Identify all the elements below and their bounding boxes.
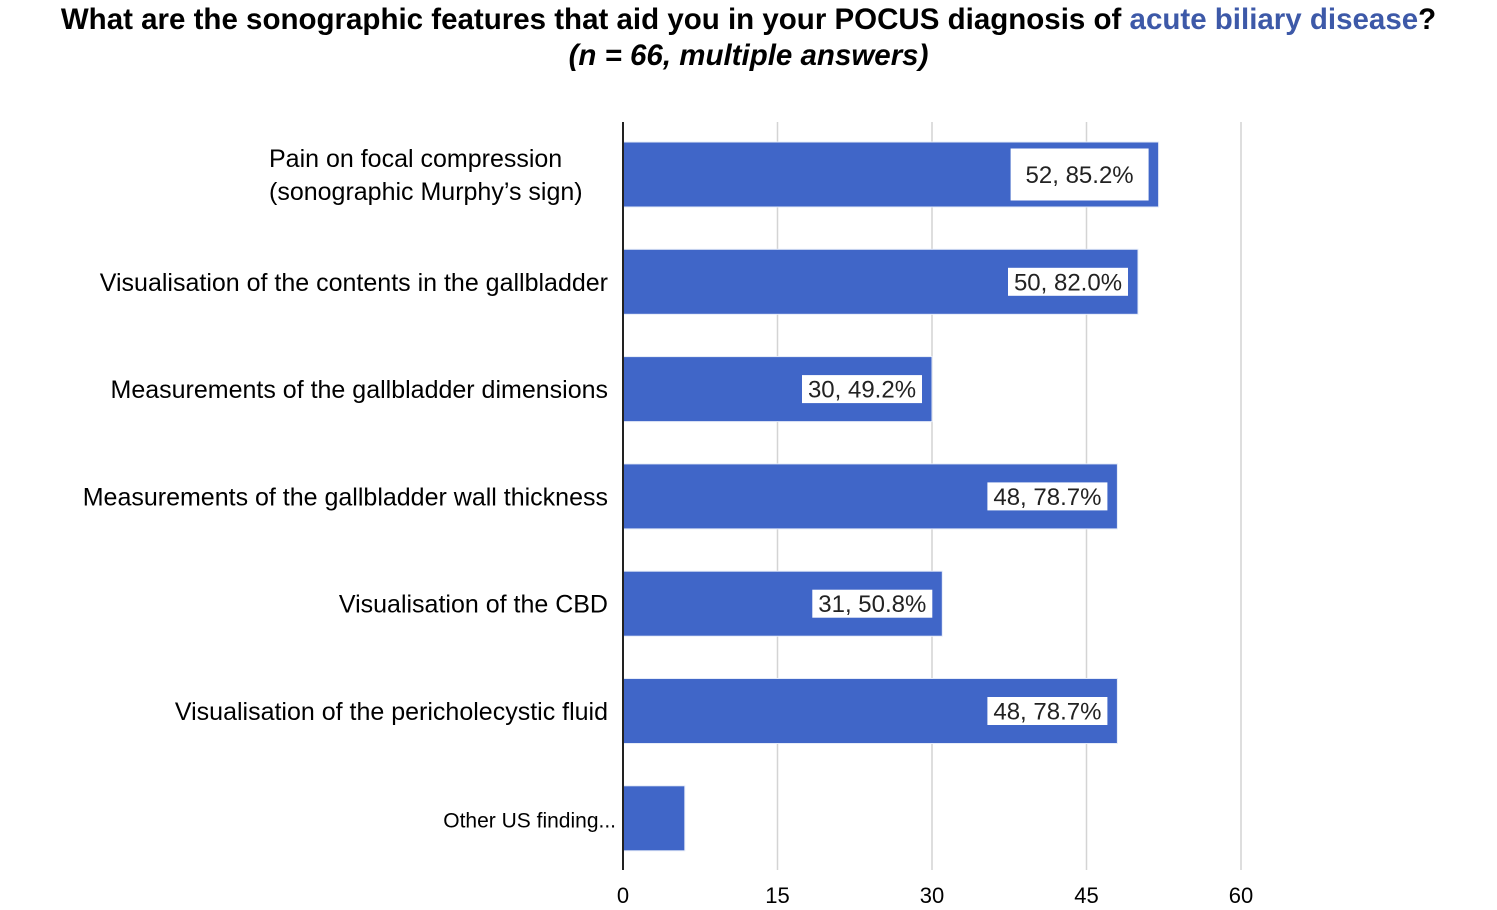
title-prefix: What are the sonographic features that a…	[60, 3, 1130, 36]
data-label-6: 48, 78.7%	[993, 699, 1101, 726]
category-label-7: Other US finding...	[443, 809, 616, 832]
data-label-bg-3	[802, 375, 922, 404]
x-tick-label-45: 45	[1074, 883, 1098, 908]
chart-subtitle: (n = 66, multiple answers)	[568, 39, 929, 72]
data-label-bg-5	[812, 589, 933, 618]
title-suffix: ?	[1418, 3, 1437, 36]
data-label-5: 31, 50.8%	[818, 591, 926, 618]
category-label-4: Measurements of the gallbladder wall thi…	[83, 483, 608, 511]
category-label-1-line-1: Pain on focal compression	[269, 145, 562, 173]
category-label-1-line-2: (sonographic Murphy’s sign)	[269, 178, 583, 206]
data-label-bg-1	[1010, 148, 1149, 201]
x-tick-label-0: 0	[617, 883, 629, 908]
data-label-bg-6	[987, 697, 1108, 725]
x-tick-label-15: 15	[765, 883, 789, 908]
title-highlight: acute biliary disease	[1129, 3, 1419, 36]
category-label-5: Visualisation of the CBD	[339, 591, 608, 619]
data-label-2: 50, 82.0%	[1014, 269, 1122, 296]
x-tick-label-60: 60	[1229, 883, 1253, 908]
data-label-1: 52, 85.2%	[1026, 162, 1134, 189]
category-label-2: Visualisation of the contents in the gal…	[100, 269, 608, 297]
data-label-bg-2	[1008, 267, 1128, 296]
chart-title: What are the sonographic features that a…	[0, 2, 1497, 38]
data-label-4: 48, 78.7%	[993, 484, 1101, 511]
x-tick-label-30: 30	[920, 883, 944, 908]
data-label-bg-4	[987, 482, 1108, 511]
bar-7	[622, 785, 686, 852]
category-label-6: Visualisation of the pericholecystic flu…	[175, 698, 608, 726]
category-label-3: Measurements of the gallbladder dimensio…	[111, 376, 609, 404]
data-label-3: 30, 49.2%	[808, 377, 916, 404]
